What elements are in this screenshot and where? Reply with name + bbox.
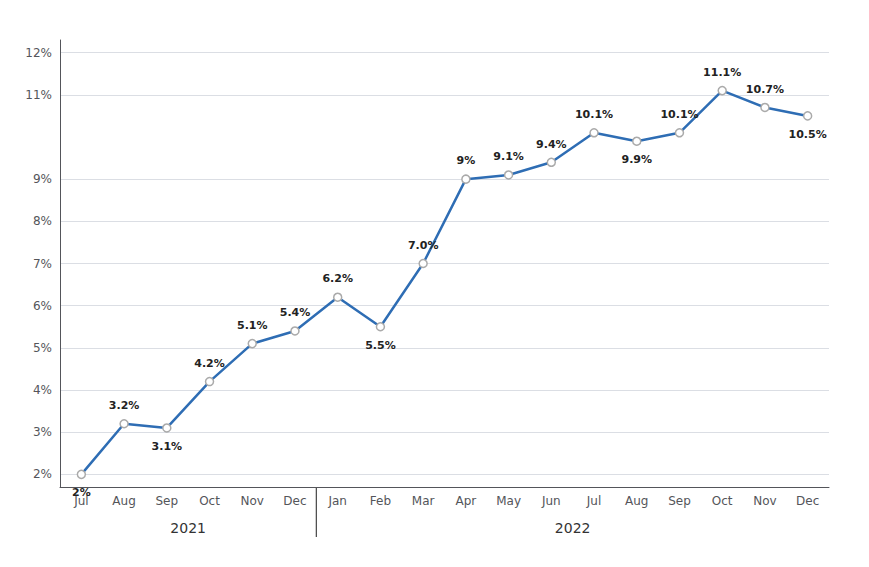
svg-text:2%: 2%	[72, 486, 91, 499]
svg-text:9%: 9%	[33, 172, 52, 186]
svg-text:7%: 7%	[33, 257, 52, 271]
svg-text:Jul: Jul	[74, 494, 89, 508]
svg-text:12%: 12%	[25, 46, 52, 60]
svg-text:8%: 8%	[33, 214, 52, 228]
svg-text:4.2%: 4.2%	[194, 357, 225, 370]
svg-text:Apr: Apr	[455, 494, 476, 508]
svg-text:5.4%: 5.4%	[280, 306, 311, 319]
svg-text:11.1%: 11.1%	[703, 66, 741, 79]
svg-text:Nov: Nov	[241, 494, 264, 508]
svg-text:3.2%: 3.2%	[109, 399, 140, 412]
svg-text:10.1%: 10.1%	[660, 108, 698, 121]
svg-text:5.5%: 5.5%	[365, 339, 396, 352]
svg-text:9.9%: 9.9%	[621, 153, 652, 166]
svg-text:10.7%: 10.7%	[746, 83, 784, 96]
svg-text:Feb: Feb	[370, 494, 391, 508]
svg-text:2021: 2021	[170, 520, 206, 536]
svg-text:Dec: Dec	[283, 494, 306, 508]
svg-text:4%: 4%	[33, 383, 52, 397]
svg-text:Dec: Dec	[796, 494, 819, 508]
svg-text:7.0%: 7.0%	[408, 239, 439, 252]
svg-text:2022: 2022	[555, 520, 591, 536]
svg-text:2%: 2%	[33, 467, 52, 481]
svg-text:Nov: Nov	[753, 494, 776, 508]
svg-text:Aug: Aug	[625, 494, 648, 508]
svg-text:10.5%: 10.5%	[789, 128, 827, 141]
svg-text:Mar: Mar	[412, 494, 435, 508]
svg-text:3.1%: 3.1%	[152, 440, 183, 453]
svg-text:3%: 3%	[33, 425, 52, 439]
svg-text:Oct: Oct	[712, 494, 733, 508]
svg-text:6%: 6%	[33, 299, 52, 313]
svg-text:5.1%: 5.1%	[237, 319, 268, 332]
svg-text:6.2%: 6.2%	[322, 272, 353, 285]
svg-text:Sep: Sep	[155, 494, 178, 508]
svg-text:Jul: Jul	[586, 494, 601, 508]
svg-text:9.1%: 9.1%	[493, 150, 524, 163]
svg-text:9.4%: 9.4%	[536, 138, 567, 151]
svg-text:Aug: Aug	[112, 494, 135, 508]
svg-text:May: May	[496, 494, 521, 508]
svg-text:Oct: Oct	[199, 494, 220, 508]
svg-text:Sep: Sep	[668, 494, 691, 508]
svg-text:9%: 9%	[457, 154, 476, 167]
svg-text:10.1%: 10.1%	[575, 108, 613, 121]
svg-text:11%: 11%	[25, 88, 52, 102]
svg-text:Jan: Jan	[327, 494, 347, 508]
svg-text:5%: 5%	[33, 341, 52, 355]
svg-text:Jun: Jun	[541, 494, 561, 508]
